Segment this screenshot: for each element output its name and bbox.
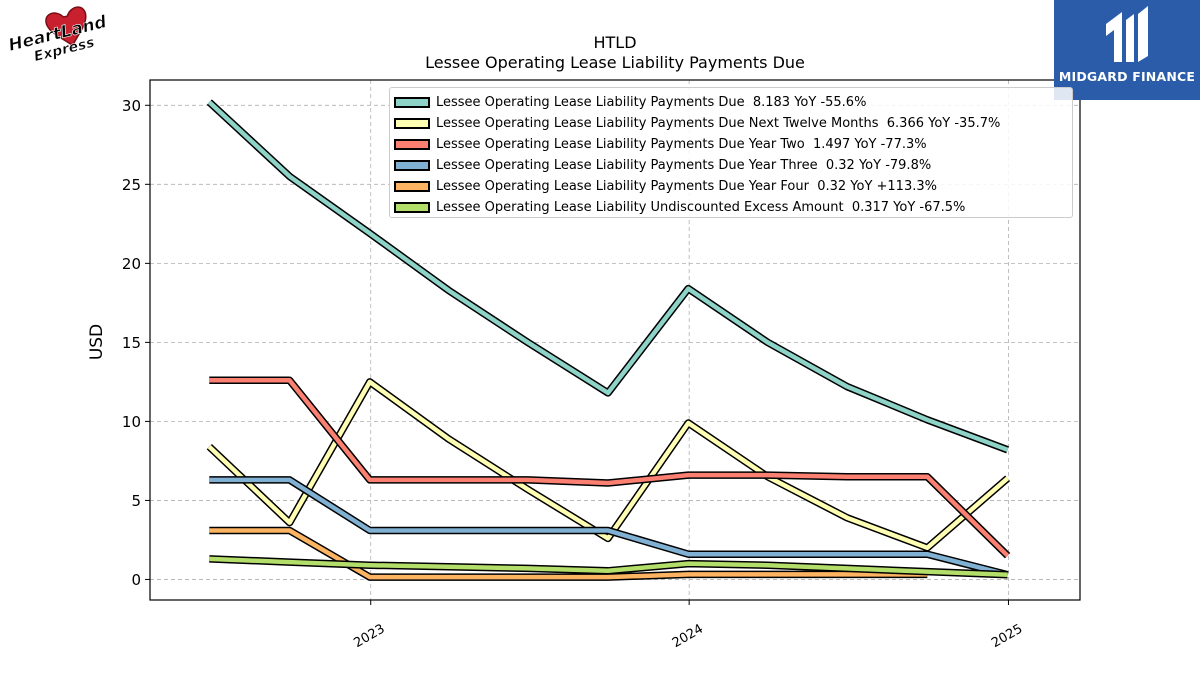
series-lines xyxy=(206,99,1011,581)
midgard-finance-logo: MIDGARD FINANCE xyxy=(1054,0,1200,100)
y-tick-label: 25 xyxy=(122,176,141,194)
legend-label: Lessee Operating Lease Liability Payment… xyxy=(436,137,927,152)
legend-entry: Lessee Operating Lease Liability Payment… xyxy=(390,92,1072,113)
chart-title: HTLD xyxy=(593,33,637,52)
series-line xyxy=(209,378,1010,558)
midgard-finance-text: MIDGARD FINANCE xyxy=(1058,69,1196,84)
y-tick-label: 10 xyxy=(122,413,141,431)
legend: Lessee Operating Lease Liability Payment… xyxy=(389,87,1073,218)
x-tick-label: 2023 xyxy=(351,622,387,652)
legend-label: Lessee Operating Lease Liability Payment… xyxy=(436,95,867,110)
legend-swatch xyxy=(394,97,430,108)
legend-swatch xyxy=(394,181,430,192)
y-tick-label: 15 xyxy=(122,334,141,352)
x-tick-label: 2024 xyxy=(670,622,706,652)
x-tick-label: 2025 xyxy=(989,622,1025,652)
legend-swatch xyxy=(394,118,430,129)
legend-label: Lessee Operating Lease Liability Payment… xyxy=(436,179,937,194)
chart-subtitle: Lessee Operating Lease Liability Payment… xyxy=(425,53,805,72)
legend-swatch xyxy=(394,202,430,213)
legend-entry: Lessee Operating Lease Liability Payment… xyxy=(390,113,1072,134)
series-line xyxy=(207,379,1010,551)
y-tick-label: 5 xyxy=(131,492,141,510)
legend-label: Lessee Operating Lease Liability Payment… xyxy=(436,158,932,173)
legend-entry: Lessee Operating Lease Liability Undisco… xyxy=(390,197,1072,218)
legend-label: Lessee Operating Lease Liability Payment… xyxy=(436,116,1001,131)
y-tick-label: 30 xyxy=(122,97,141,115)
series-line xyxy=(209,556,1008,577)
y-tick-label: 20 xyxy=(122,255,141,273)
series-line xyxy=(209,477,1009,577)
legend-entry: Lessee Operating Lease Liability Payment… xyxy=(390,176,1072,197)
legend-swatch xyxy=(394,139,430,150)
legend-entry: Lessee Operating Lease Liability Payment… xyxy=(390,155,1072,176)
y-axis-label: USD xyxy=(87,324,107,360)
heartland-express-logo: HeartLand Express xyxy=(4,6,120,68)
series-line xyxy=(207,100,1009,452)
legend-label: Lessee Operating Lease Liability Undisco… xyxy=(436,200,966,215)
plot-frame xyxy=(149,79,1081,601)
legend-entry: Lessee Operating Lease Liability Payment… xyxy=(390,134,1072,155)
series-line xyxy=(209,528,928,580)
y-tick-label: 0 xyxy=(131,571,141,589)
legend-swatch xyxy=(394,160,430,171)
